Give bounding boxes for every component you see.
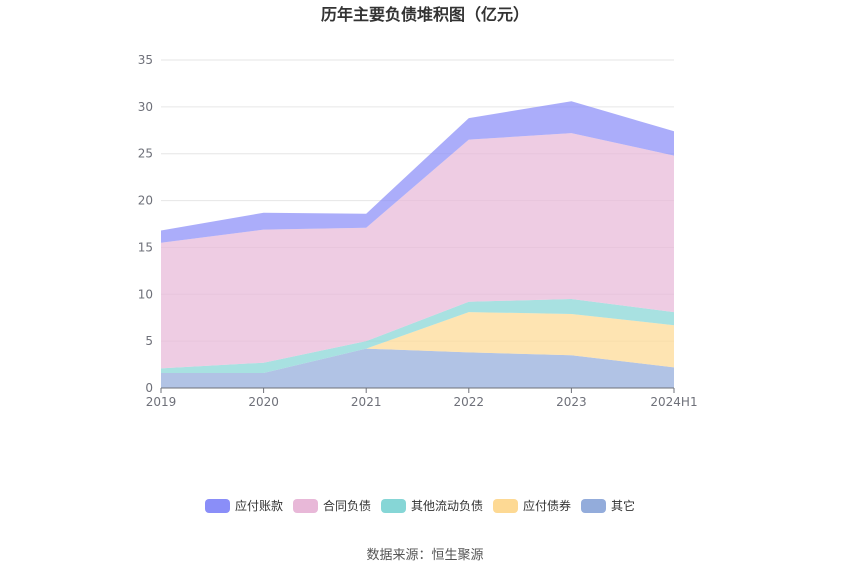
x-tick-label: 2024H1 <box>650 395 697 409</box>
y-tick-label: 10 <box>138 287 153 301</box>
legend-label: 其他流动负债 <box>411 499 483 513</box>
legend-label: 其它 <box>611 498 635 513</box>
y-tick-label: 20 <box>138 194 153 208</box>
area-series-1 <box>161 312 674 374</box>
area-series-2 <box>161 298 674 374</box>
legend-label: 应付账款 <box>235 498 283 513</box>
area-series-3 <box>161 133 674 369</box>
x-tick-label: 2020 <box>248 395 279 409</box>
y-tick-label: 35 <box>138 53 153 67</box>
legend-item[interactable]: 应付账款 <box>205 498 283 513</box>
legend-label: 应付债券 <box>523 498 571 513</box>
legend-item[interactable]: 合同负债 <box>293 498 371 513</box>
x-tick-label: 2021 <box>351 395 382 409</box>
y-tick-label: 5 <box>145 334 153 348</box>
legend-swatch <box>493 499 518 513</box>
y-tick-label: 30 <box>138 100 153 114</box>
legend-item[interactable]: 其它 <box>581 498 635 513</box>
area-series-4 <box>161 101 674 243</box>
y-tick-label: 25 <box>138 147 153 161</box>
area-series-0 <box>161 348 674 388</box>
legend-label: 合同负债 <box>323 498 371 513</box>
legend-item[interactable]: 应付债券 <box>493 498 571 513</box>
x-tick-label: 2019 <box>146 395 177 409</box>
legend-swatch <box>381 499 406 513</box>
x-tick-label: 2022 <box>454 395 485 409</box>
legend-item[interactable]: 其他流动负债 <box>381 499 483 513</box>
legend: 应付账款 合同负债 其他流动负债 应付债券 其它 <box>205 498 635 513</box>
axes: 0 5 10 15 20 25 30 35 2019 2020 2021 2022 2023 2024H1 <box>138 53 698 409</box>
legend-swatch <box>581 499 606 513</box>
legend-swatch <box>293 499 318 513</box>
data-source: 数据来源：恒生聚源 <box>366 548 483 563</box>
legend-swatch <box>205 499 230 513</box>
y-tick-label: 0 <box>145 381 153 395</box>
y-tick-label: 15 <box>138 240 153 254</box>
chart-title: 历年主要负债堆积图（亿元） <box>321 5 529 24</box>
areas <box>161 101 674 388</box>
x-tick-label: 2023 <box>556 395 587 409</box>
